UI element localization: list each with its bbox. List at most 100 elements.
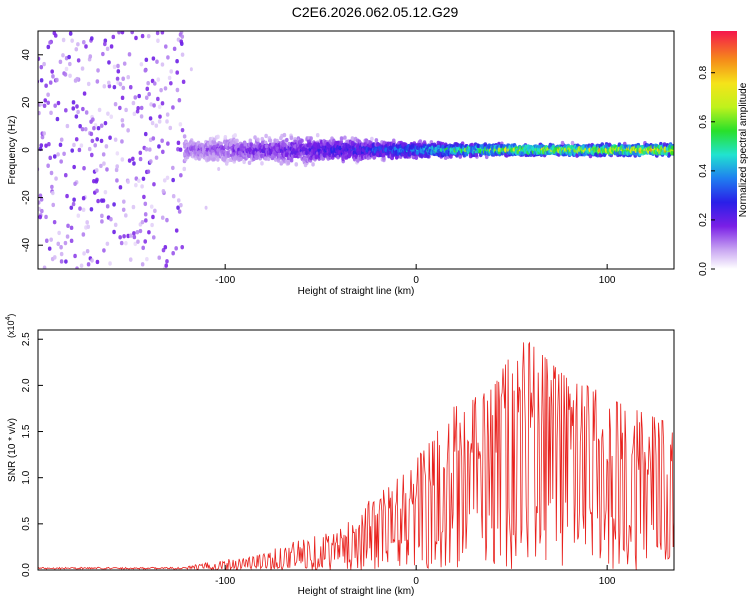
snr-frame bbox=[37, 329, 675, 571]
heatmap-cell bbox=[48, 40, 52, 45]
heatmap-cell bbox=[458, 154, 463, 159]
heatmap-cell bbox=[126, 233, 130, 239]
heatmap-cell bbox=[268, 138, 273, 144]
heatmap-cell bbox=[260, 161, 264, 166]
heatmap-cell bbox=[144, 147, 149, 152]
snr-ytick-label: 0.0 bbox=[21, 563, 32, 577]
heatmap-cell bbox=[350, 136, 355, 141]
heatmap-cell bbox=[50, 184, 54, 190]
heatmap-cell bbox=[104, 144, 109, 149]
heatmap-cell bbox=[49, 237, 53, 242]
heatmap-cell bbox=[239, 156, 243, 162]
heatmap-cell bbox=[96, 198, 100, 204]
heatmap-cell bbox=[112, 202, 116, 207]
heatmap-cell bbox=[216, 134, 220, 140]
heatmap-cell bbox=[135, 229, 140, 235]
heatmap-cell bbox=[53, 103, 57, 108]
heatmap-cell bbox=[92, 126, 96, 131]
heatmap-xlabel: Height of straight line (km) bbox=[298, 286, 415, 297]
heatmap-cell bbox=[204, 205, 208, 210]
heatmap-cell bbox=[174, 246, 178, 251]
heatmap-cell bbox=[132, 111, 137, 117]
heatmap-cell bbox=[420, 154, 424, 159]
heatmap-cell bbox=[79, 263, 84, 268]
heatmap-cell bbox=[171, 165, 175, 171]
heatmap-cell bbox=[607, 142, 612, 148]
heatmap-cell bbox=[161, 189, 166, 194]
heatmap-cell bbox=[132, 161, 136, 166]
heatmap-cell bbox=[82, 251, 86, 256]
heatmap-xtick-label: 0 bbox=[413, 275, 419, 286]
heatmap-cell bbox=[141, 245, 145, 251]
heatmap-cell bbox=[151, 235, 156, 240]
heatmap-cell bbox=[157, 144, 161, 149]
heatmap-cell bbox=[74, 47, 79, 52]
heatmap-cell bbox=[38, 167, 40, 172]
heatmap-cell bbox=[49, 170, 54, 176]
heatmap-cell bbox=[235, 138, 239, 144]
heatmap-cell bbox=[99, 163, 103, 169]
heatmap-cell bbox=[105, 241, 110, 246]
heatmap-cell bbox=[114, 167, 119, 173]
heatmap-cell bbox=[575, 153, 579, 158]
heatmap-cell bbox=[122, 199, 126, 204]
heatmap-cell bbox=[217, 166, 221, 171]
heatmap-cell bbox=[165, 259, 169, 264]
heatmap-cell bbox=[38, 56, 41, 62]
heatmap-cell bbox=[109, 44, 114, 49]
heatmap-cell bbox=[670, 151, 674, 156]
heatmap-cell bbox=[78, 206, 82, 211]
heatmap-cell bbox=[38, 193, 43, 198]
heatmap-cell bbox=[401, 142, 405, 147]
heatmap-cell bbox=[594, 152, 598, 157]
heatmap-cell bbox=[166, 141, 170, 146]
heatmap-cell bbox=[160, 138, 164, 143]
snr-ytick-label: 1.5 bbox=[21, 424, 32, 438]
snr-multiplier-exponent: 4 bbox=[5, 316, 12, 320]
snr-ylabel: SNR (10 * v/v) bbox=[7, 418, 18, 482]
heatmap-cell bbox=[175, 87, 180, 93]
heatmap-cell bbox=[180, 52, 185, 57]
heatmap-x-axis: -100 0 100 bbox=[215, 264, 616, 286]
heatmap-cell bbox=[120, 95, 125, 101]
heatmap-cell bbox=[81, 232, 86, 237]
heatmap-cell bbox=[108, 261, 112, 266]
heatmap-cell bbox=[56, 100, 61, 106]
heatmap-cell bbox=[61, 37, 66, 43]
heatmap-cell bbox=[182, 166, 187, 172]
heatmap-cell bbox=[86, 224, 91, 230]
heatmap-cell bbox=[161, 149, 165, 155]
heatmap-cell bbox=[174, 228, 179, 233]
heatmap-cell bbox=[129, 233, 133, 238]
heatmap-cell bbox=[119, 240, 124, 246]
heatmap-cell bbox=[176, 205, 180, 210]
heatmap-cell bbox=[113, 102, 118, 107]
snr-ytick-label: 2.5 bbox=[21, 332, 32, 346]
heatmap-cell bbox=[105, 204, 110, 209]
heatmap-cell bbox=[39, 78, 44, 83]
snr-y-axis: 0.0 0.5 1.0 1.5 2.0 2.5 bbox=[21, 332, 43, 577]
heatmap-cell bbox=[120, 118, 125, 123]
heatmap-cell bbox=[474, 152, 479, 158]
heatmap-cell bbox=[175, 70, 180, 75]
heatmap-cell bbox=[102, 161, 106, 166]
heatmap-cell bbox=[71, 100, 76, 105]
heatmap-cell bbox=[171, 177, 175, 183]
heatmap-cell bbox=[65, 234, 70, 239]
heatmap-cell bbox=[84, 110, 89, 115]
heatmap-cell bbox=[138, 150, 143, 156]
heatmap-cell bbox=[85, 248, 90, 254]
heatmap-cell bbox=[49, 110, 53, 116]
heatmap-cell bbox=[143, 131, 148, 137]
heatmap-cell bbox=[140, 33, 145, 39]
heatmap-cell bbox=[68, 61, 72, 67]
heatmap-cell bbox=[483, 142, 488, 147]
heatmap-cell bbox=[233, 133, 237, 138]
heatmap-cell bbox=[133, 95, 138, 100]
heatmap-cell bbox=[294, 162, 299, 167]
heatmap-cell bbox=[147, 91, 151, 97]
heatmap-cell bbox=[75, 266, 79, 269]
heatmap-cell bbox=[90, 138, 95, 144]
heatmap-cell bbox=[136, 239, 140, 244]
heatmap-cell bbox=[135, 109, 140, 114]
